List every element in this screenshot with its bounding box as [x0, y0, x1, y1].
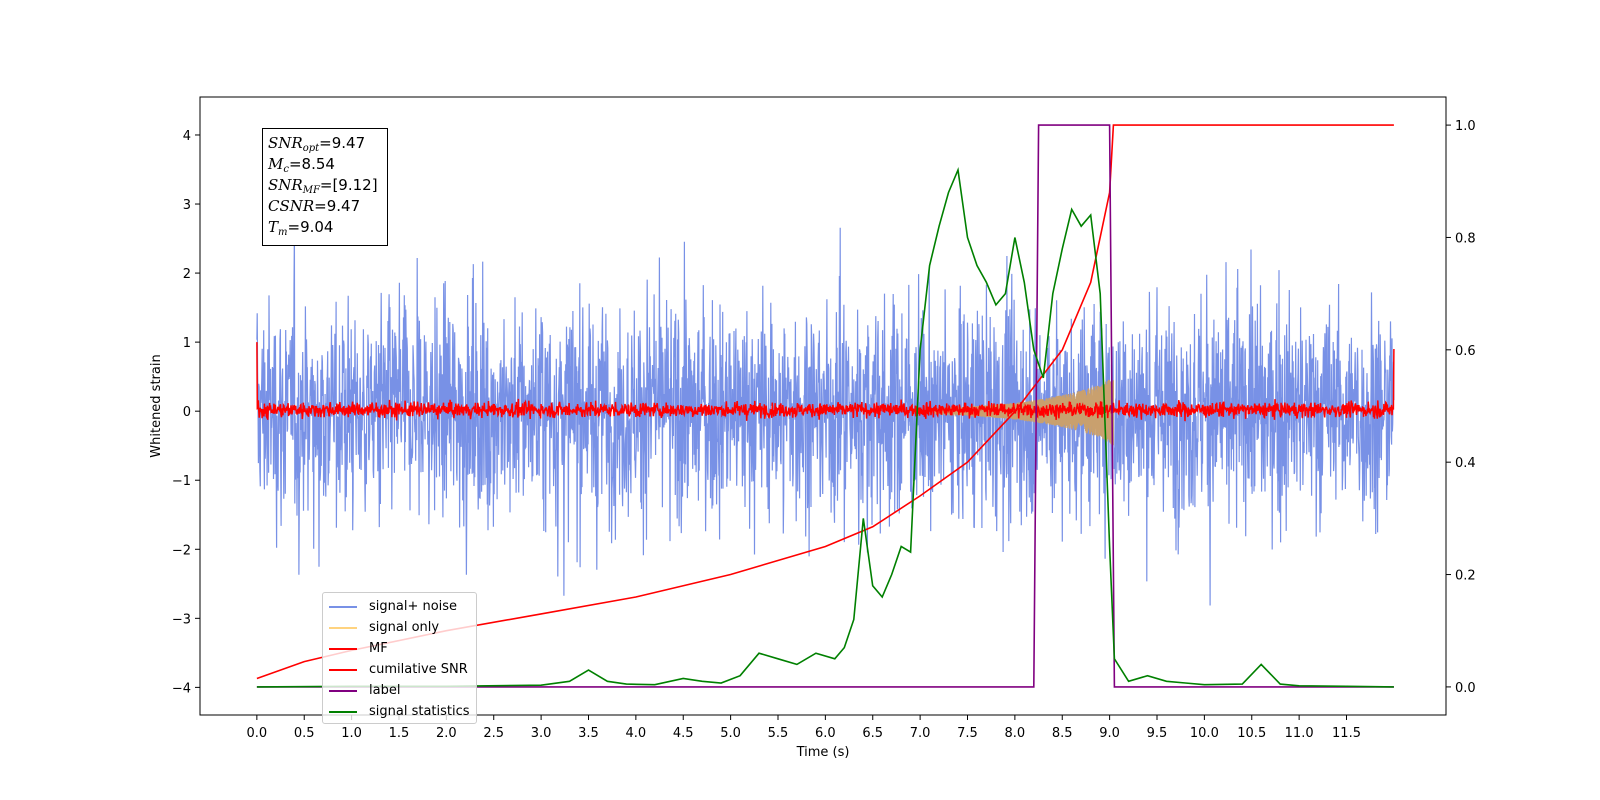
legend-label: signal+ noise: [369, 599, 458, 614]
legend-label: label: [369, 683, 401, 698]
mf-series: [256, 342, 1395, 422]
annotation-label: T: [268, 218, 279, 236]
legend-item: label: [329, 680, 476, 701]
legend-label: signal only: [369, 620, 440, 635]
x-tick-label: 9.5: [1147, 726, 1168, 741]
legend-label: signal statistics: [369, 704, 470, 719]
annotation-subscript: c: [283, 164, 289, 175]
x-tick-label: 0.5: [294, 726, 315, 741]
annotation-row: SNRMF=[9.12]: [268, 175, 387, 196]
x-tick-label: 11.5: [1332, 726, 1361, 741]
signal-statistics-line: [256, 167, 1394, 688]
legend: signal+ noise signal only MF cumilative SNR…: [322, 592, 477, 724]
legend-swatch: [329, 710, 357, 713]
legend-item: MF: [329, 638, 476, 659]
annotation-label: CSNR: [268, 197, 315, 215]
annotation-value: =8.54: [288, 155, 335, 173]
x-tick-label: 7.5: [957, 726, 978, 741]
legend-swatch: [329, 668, 357, 671]
x-tick-label: 4.0: [626, 726, 647, 741]
annotation-row: Tm=9.04: [268, 217, 387, 238]
x-tick-label: 0.0: [247, 726, 268, 741]
y-tick-label: −2: [172, 543, 191, 558]
y2-tick-label: 0.6: [1455, 344, 1476, 359]
annotation-value: =[9.12]: [319, 176, 378, 194]
annotation-row: SNRopt=9.47: [268, 133, 387, 154]
legend-swatch: [329, 689, 357, 692]
x-tick-label: 3.0: [531, 726, 552, 741]
y2-tick-label: 0.2: [1455, 569, 1476, 584]
annotation-subscript: MF: [302, 185, 320, 196]
x-tick-label: 6.5: [862, 726, 883, 741]
signal-statistics-series: [256, 167, 1394, 688]
annotation-box: SNRopt=9.47 Mc=8.54 SNRMF=[9.12] CSNR=9.47 T…: [262, 128, 388, 246]
annotation-label: SNR: [268, 134, 303, 152]
y2-tick-label: 0.0: [1455, 681, 1476, 696]
annotation-subscript: m: [278, 227, 288, 238]
legend-swatch: [329, 605, 357, 608]
legend-item: cumilative SNR: [329, 659, 476, 680]
x-tick-label: 5.5: [768, 726, 789, 741]
x-tick-label: 7.0: [910, 726, 931, 741]
x-tick-label: 8.0: [1005, 726, 1026, 741]
annotation-subscript: opt: [302, 143, 320, 154]
annotation-value: =9.04: [287, 218, 334, 236]
x-tick-label: 6.0: [815, 726, 836, 741]
y-axis-right: 1.0 0.8 0.6 0.4 0.2 0.0: [1446, 119, 1476, 696]
label-series: [256, 124, 1394, 688]
y-tick-label: 1: [183, 336, 191, 351]
y-tick-label: 2: [183, 267, 191, 282]
annotation-value: =9.47: [314, 197, 361, 215]
y2-tick-label: 0.8: [1455, 231, 1476, 246]
x-tick-label: 2.5: [483, 726, 504, 741]
y-axis-left: 4 3 2 1 0 −1 −2 −3 −4: [172, 129, 200, 696]
y-tick-label: −3: [172, 612, 191, 627]
x-axis: 0.0 0.5 1.0 1.5 2.0 2.5 3.0 3.5 4.0 4.5 5.0 5.5 6.0 6…: [247, 715, 1361, 741]
y-tick-label: −4: [172, 681, 191, 696]
legend-swatch: [329, 647, 357, 650]
legend-label: MF: [369, 641, 388, 656]
y-tick-label: 4: [183, 129, 191, 144]
annotation-row: CSNR=9.47: [268, 196, 387, 217]
legend-label: cumilative SNR: [369, 662, 468, 677]
x-tick-label: 1.0: [341, 726, 362, 741]
x-tick-label: 5.0: [720, 726, 741, 741]
x-tick-label: 9.0: [1099, 726, 1120, 741]
y-tick-label: 3: [183, 198, 191, 213]
y-tick-label: −1: [172, 474, 191, 489]
x-tick-label: 4.5: [673, 726, 694, 741]
legend-item: signal statistics: [329, 701, 476, 722]
annotation-row: Mc=8.54: [268, 154, 387, 175]
y2-tick-label: 1.0: [1455, 119, 1476, 134]
annotation-label: SNR: [268, 176, 303, 194]
x-tick-label: 10.5: [1237, 726, 1266, 741]
y-axis-label: Whitened strain: [149, 354, 164, 457]
y-tick-label: 0: [183, 405, 191, 420]
x-tick-label: 10.0: [1190, 726, 1219, 741]
x-tick-label: 1.5: [389, 726, 410, 741]
mf-line: [256, 342, 1395, 422]
label-line: [256, 124, 1394, 688]
x-tick-label: 11.0: [1285, 726, 1314, 741]
x-tick-label: 3.5: [578, 726, 599, 741]
legend-item: signal only: [329, 617, 476, 638]
y2-tick-label: 0.4: [1455, 456, 1476, 471]
plot-frame: [199, 96, 1447, 716]
legend-item: signal+ noise: [329, 596, 476, 617]
x-axis-label: Time (s): [796, 745, 850, 760]
x-tick-label: 8.5: [1052, 726, 1073, 741]
annotation-label: M: [268, 155, 284, 173]
x-tick-label: 2.0: [436, 726, 457, 741]
legend-swatch: [329, 626, 357, 629]
annotation-value: =9.47: [319, 134, 366, 152]
